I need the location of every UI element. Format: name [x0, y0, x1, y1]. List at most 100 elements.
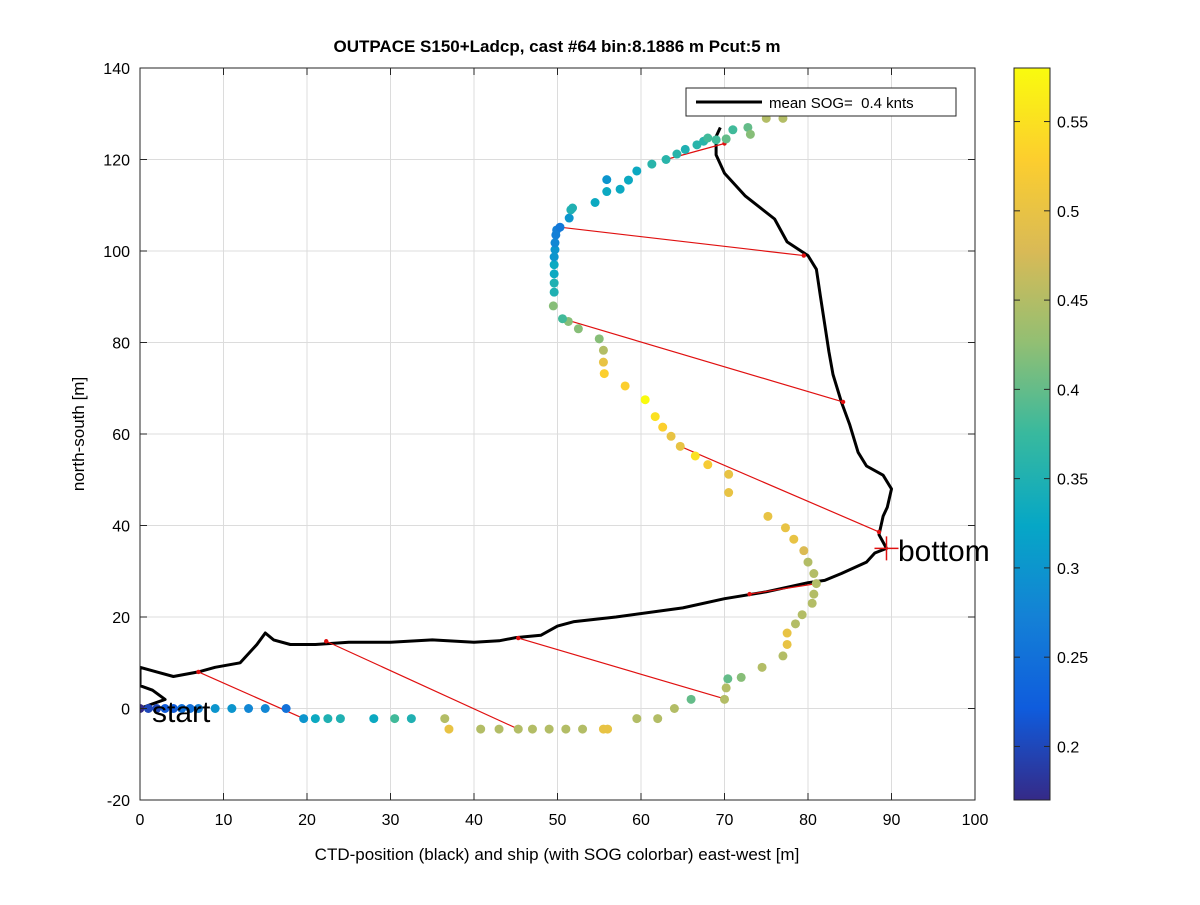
ship-point — [193, 704, 203, 713]
x-axis: 0 10 20 30 40 50 60 70 80 90 100 — [136, 68, 988, 829]
ship-point — [549, 287, 559, 297]
ship-point — [623, 175, 633, 185]
ship-point — [703, 460, 713, 470]
ship-point — [550, 238, 560, 248]
x-tick-label: 70 — [716, 812, 734, 829]
x-tick-label: 90 — [883, 812, 901, 829]
ctd-marker-dot — [324, 639, 329, 644]
ship-point — [724, 469, 734, 479]
ship-point — [757, 662, 767, 672]
y-tick-label: 20 — [112, 610, 130, 627]
x-tick-label: 10 — [215, 812, 233, 829]
ship-point — [690, 451, 700, 461]
y-tick-label: 60 — [112, 427, 130, 444]
y-tick-label: 120 — [103, 153, 130, 170]
ship-point — [564, 213, 574, 223]
colorbar-tick-label: 0.55 — [1057, 115, 1088, 132]
ship-point — [440, 714, 450, 724]
ship-point — [310, 714, 320, 724]
colorbar-tick-label: 0.3 — [1057, 561, 1079, 578]
ship-point — [658, 422, 668, 432]
connection-line — [325, 640, 519, 730]
ship-point — [494, 724, 504, 734]
ship-point — [790, 619, 800, 629]
x-tick-label: 0 — [136, 812, 145, 829]
ship-point — [711, 135, 721, 145]
annotation-start: start — [152, 696, 211, 729]
ship-point — [763, 511, 773, 521]
ship-point — [177, 704, 187, 713]
connection-line — [559, 226, 804, 257]
ship-point — [210, 704, 220, 713]
y-tick-label: 80 — [112, 336, 130, 353]
ship-point — [143, 704, 153, 713]
ship-point — [724, 488, 734, 498]
ship-point — [736, 672, 746, 682]
ship-point — [160, 704, 170, 713]
ship-points-layer — [140, 113, 821, 734]
ship-point — [260, 704, 270, 713]
y-tick-label: 140 — [103, 61, 130, 78]
ship-point — [573, 324, 583, 334]
ship-point — [669, 704, 679, 713]
connection-line — [749, 583, 817, 595]
colorbar-tick-label: 0.2 — [1057, 739, 1079, 756]
ship-point — [632, 714, 642, 724]
ship-point — [476, 724, 486, 734]
ship-point — [549, 278, 559, 288]
connection-line — [518, 637, 727, 700]
ship-point — [799, 546, 809, 556]
ship-point — [803, 557, 813, 567]
colorbar: 0.2 0.25 0.3 0.35 0.4 0.45 0.5 0.55 — [1013, 67, 1088, 801]
ship-point — [680, 144, 690, 154]
y-tick-label: -20 — [107, 793, 130, 810]
markers-layer — [874, 536, 899, 561]
ship-point — [549, 252, 559, 262]
ship-point — [686, 694, 696, 704]
ship-point — [548, 301, 558, 311]
y-tick-label: 0 — [121, 702, 130, 719]
ship-point — [168, 704, 178, 713]
ctd-marker-dot — [196, 669, 201, 675]
connection-line — [562, 318, 844, 403]
ship-point — [807, 598, 817, 608]
legend-label: mean SOG= 0.4 knts — [769, 95, 914, 112]
ship-point — [728, 125, 738, 135]
ship-point — [369, 714, 379, 724]
ship-point — [555, 222, 565, 232]
legend: mean SOG= 0.4 knts — [685, 87, 957, 117]
ship-point — [778, 651, 788, 661]
ship-point — [811, 579, 821, 589]
ship-point — [809, 589, 819, 599]
colorbar-tick-label: 0.35 — [1057, 472, 1088, 489]
colorbar-tick-label: 0.45 — [1057, 293, 1088, 310]
colorbar-tick-label: 0.5 — [1057, 204, 1079, 221]
ship-point — [809, 569, 819, 579]
ship-point — [323, 714, 333, 724]
ctd-marker-dot — [801, 253, 807, 258]
ship-point — [602, 175, 612, 185]
ship-point — [632, 166, 642, 176]
ship-point — [789, 534, 799, 544]
ship-point — [444, 724, 454, 734]
ship-point — [599, 369, 609, 379]
ship-point — [549, 269, 559, 279]
ship-point — [782, 639, 792, 649]
ship-point — [653, 714, 663, 724]
x-tick-label: 30 — [382, 812, 400, 829]
connection-line — [680, 445, 880, 533]
ship-point — [185, 704, 195, 713]
x-axis-label: CTD-position (black) and ship (with SOG … — [315, 845, 800, 864]
ship-point — [602, 187, 612, 197]
ship-point — [720, 694, 729, 704]
ship-point — [620, 381, 630, 391]
x-tick-label: 60 — [632, 812, 650, 829]
ship-point — [244, 704, 254, 713]
ctd-marker-dot — [876, 529, 882, 535]
ship-point — [703, 133, 713, 143]
ship-point — [513, 724, 523, 734]
ship-point — [390, 714, 400, 724]
x-tick-label: 20 — [298, 812, 316, 829]
